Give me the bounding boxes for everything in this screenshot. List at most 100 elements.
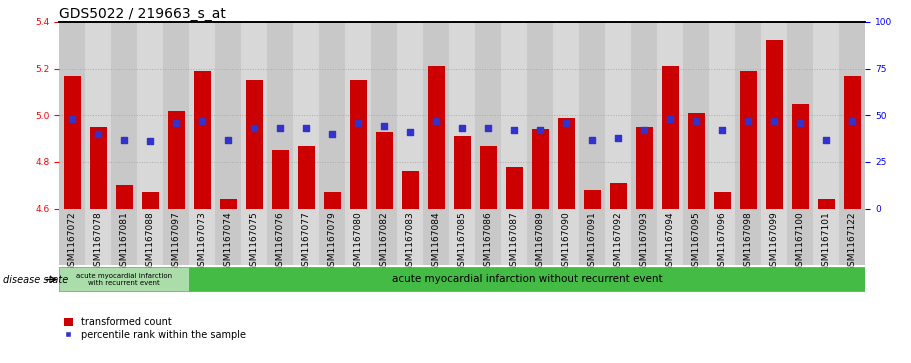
Bar xyxy=(631,209,658,265)
Bar xyxy=(116,185,133,209)
Bar xyxy=(688,113,705,209)
Bar xyxy=(636,127,653,209)
Text: GSM1167084: GSM1167084 xyxy=(432,212,441,272)
Bar xyxy=(267,22,293,209)
Bar xyxy=(241,209,267,265)
Bar xyxy=(553,209,579,265)
Bar xyxy=(163,22,189,209)
Point xyxy=(742,118,756,124)
Bar xyxy=(372,22,397,209)
Text: GSM1167072: GSM1167072 xyxy=(67,212,77,272)
Bar xyxy=(606,209,631,265)
Point xyxy=(507,127,522,133)
FancyBboxPatch shape xyxy=(59,268,189,291)
Bar xyxy=(319,209,345,265)
Bar xyxy=(527,22,553,209)
Bar xyxy=(501,22,527,209)
Point xyxy=(689,118,703,124)
Point xyxy=(325,131,340,137)
Point xyxy=(611,135,626,140)
Text: GSM1167098: GSM1167098 xyxy=(744,212,752,272)
Text: GSM1167081: GSM1167081 xyxy=(119,212,128,272)
Bar xyxy=(372,209,397,265)
Bar xyxy=(506,167,523,209)
Bar xyxy=(814,209,839,265)
Text: GSM1167086: GSM1167086 xyxy=(484,212,493,272)
Point xyxy=(273,126,288,131)
Bar xyxy=(480,146,496,209)
Text: GSM1167077: GSM1167077 xyxy=(302,212,311,272)
Point xyxy=(143,139,158,144)
Text: GSM1167079: GSM1167079 xyxy=(328,212,337,272)
Bar xyxy=(376,132,393,209)
Bar xyxy=(787,22,814,209)
Bar xyxy=(267,209,293,265)
Text: GSM1167100: GSM1167100 xyxy=(796,212,805,272)
Legend: transformed count, percentile rank within the sample: transformed count, percentile rank withi… xyxy=(64,317,246,340)
Text: GSM1167076: GSM1167076 xyxy=(276,212,285,272)
Text: GSM1167090: GSM1167090 xyxy=(562,212,571,272)
Text: GSM1167101: GSM1167101 xyxy=(822,212,831,272)
Point xyxy=(429,118,444,124)
Bar xyxy=(246,80,262,209)
Point xyxy=(845,118,860,124)
Bar xyxy=(424,209,449,265)
Point xyxy=(585,136,599,142)
Bar xyxy=(787,209,814,265)
Text: GSM1167094: GSM1167094 xyxy=(666,212,675,272)
Point xyxy=(455,126,470,131)
Bar xyxy=(271,150,289,209)
Point xyxy=(793,120,808,126)
Bar xyxy=(215,22,241,209)
Bar xyxy=(532,129,548,209)
Bar xyxy=(293,209,319,265)
Text: GSM1167078: GSM1167078 xyxy=(94,212,103,272)
Bar xyxy=(527,209,553,265)
Bar xyxy=(476,22,501,209)
Point xyxy=(481,126,496,131)
Bar xyxy=(397,209,424,265)
Text: GSM1167087: GSM1167087 xyxy=(510,212,519,272)
Bar xyxy=(350,80,367,209)
Bar xyxy=(579,209,606,265)
Text: GSM1167099: GSM1167099 xyxy=(770,212,779,272)
Bar xyxy=(138,22,163,209)
Point xyxy=(299,126,313,131)
Text: GDS5022 / 219663_s_at: GDS5022 / 219663_s_at xyxy=(59,7,226,21)
Bar xyxy=(714,192,731,209)
Bar xyxy=(402,171,419,209)
Bar xyxy=(86,22,111,209)
Bar xyxy=(449,22,476,209)
Text: GSM1167080: GSM1167080 xyxy=(353,212,363,272)
Bar xyxy=(735,22,762,209)
Point xyxy=(715,127,730,133)
Text: GSM1167092: GSM1167092 xyxy=(614,212,623,272)
Bar xyxy=(428,66,445,209)
Bar xyxy=(683,22,710,209)
Point xyxy=(91,131,106,137)
Bar xyxy=(454,136,471,209)
Point xyxy=(559,120,574,126)
Bar xyxy=(90,127,107,209)
Bar xyxy=(59,209,86,265)
Bar xyxy=(631,22,658,209)
Point xyxy=(195,118,210,124)
Text: acute myocardial infarction
with recurrent event: acute myocardial infarction with recurre… xyxy=(77,273,172,286)
Bar xyxy=(683,209,710,265)
Point xyxy=(117,136,131,142)
Point xyxy=(819,136,834,142)
Point xyxy=(663,116,678,122)
Text: GSM1167085: GSM1167085 xyxy=(458,212,466,272)
Text: GSM1167089: GSM1167089 xyxy=(536,212,545,272)
Bar xyxy=(59,22,86,209)
Bar xyxy=(163,209,189,265)
Bar xyxy=(111,209,138,265)
Bar xyxy=(168,111,185,209)
Bar xyxy=(814,22,839,209)
Bar xyxy=(844,76,861,209)
Text: GSM1167075: GSM1167075 xyxy=(250,212,259,272)
Text: GSM1167082: GSM1167082 xyxy=(380,212,389,272)
Text: GSM1167073: GSM1167073 xyxy=(198,212,207,272)
Bar xyxy=(839,22,865,209)
Bar xyxy=(345,209,372,265)
